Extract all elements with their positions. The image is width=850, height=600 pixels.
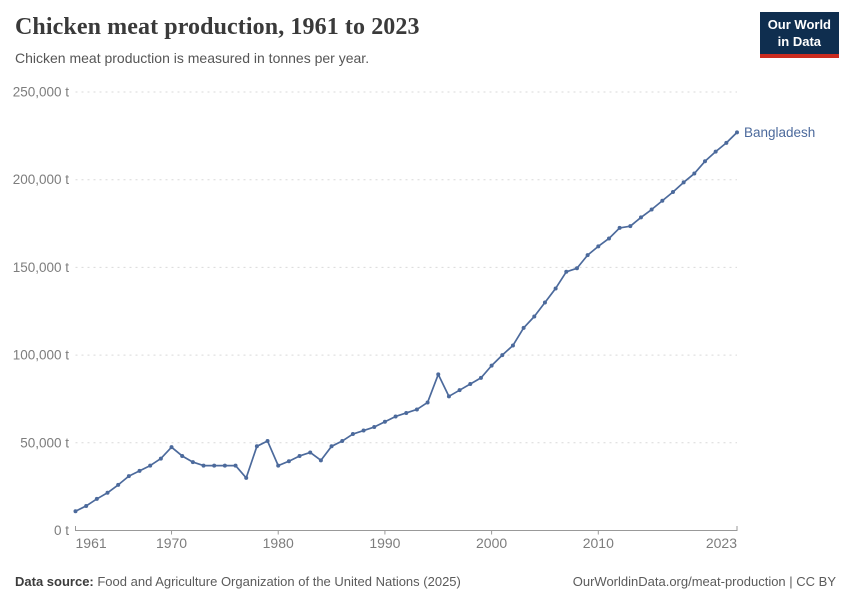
owid-logo-line1: Our World: [767, 17, 831, 32]
data-point[interactable]: [478, 375, 483, 380]
data-point[interactable]: [372, 425, 377, 430]
data-point[interactable]: [137, 468, 142, 473]
data-point[interactable]: [521, 325, 526, 330]
data-point[interactable]: [489, 363, 494, 368]
data-point[interactable]: [254, 444, 259, 449]
data-point[interactable]: [532, 314, 537, 319]
y-tick-label: 200,000 t: [13, 172, 70, 187]
y-tick-label: 0 t: [54, 523, 69, 538]
data-point[interactable]: [329, 444, 334, 449]
x-tick-label: 1980: [263, 535, 294, 551]
y-gridlines: [75, 91, 737, 444]
data-point[interactable]: [500, 353, 505, 358]
data-point[interactable]: [585, 253, 590, 258]
series-line-bangladesh[interactable]: [74, 131, 738, 513]
x-axis-line: [75, 526, 738, 531]
data-point[interactable]: [446, 394, 451, 399]
data-point[interactable]: [628, 224, 633, 229]
x-tick-label: 2023: [706, 535, 737, 551]
x-tick-label: 1970: [156, 535, 187, 551]
data-point[interactable]: [542, 300, 547, 305]
data-point[interactable]: [105, 490, 110, 495]
data-point[interactable]: [94, 496, 99, 501]
data-point[interactable]: [126, 474, 131, 479]
data-point[interactable]: [286, 459, 291, 464]
data-point[interactable]: [212, 463, 217, 468]
data-point[interactable]: [564, 269, 569, 274]
data-point[interactable]: [617, 225, 622, 230]
owid-logo-line2: in Data: [777, 33, 822, 49]
data-point[interactable]: [116, 482, 121, 487]
data-point[interactable]: [350, 432, 355, 437]
x-axis-labels: 1961 1970 1980 1990 2000 2010 2023: [76, 535, 738, 551]
y-tick-label: 100,000 t: [13, 348, 70, 363]
y-tick-label: 150,000 t: [13, 260, 70, 275]
data-point[interactable]: [457, 388, 462, 393]
data-point[interactable]: [308, 450, 313, 455]
data-point[interactable]: [180, 453, 185, 458]
data-point[interactable]: [318, 458, 323, 463]
x-tick-label: 2000: [476, 535, 507, 551]
data-point[interactable]: [468, 382, 473, 387]
data-point[interactable]: [638, 215, 643, 220]
data-point[interactable]: [201, 463, 206, 468]
data-point[interactable]: [553, 286, 558, 291]
data-point[interactable]: [297, 453, 302, 458]
data-point[interactable]: [414, 407, 419, 412]
data-point[interactable]: [649, 207, 654, 212]
data-point[interactable]: [692, 171, 697, 176]
data-point[interactable]: [265, 439, 270, 444]
data-point[interactable]: [735, 130, 739, 135]
data-point[interactable]: [382, 419, 387, 424]
chart-title: Chicken meat production, 1961 to 2023: [15, 14, 420, 40]
data-point[interactable]: [425, 400, 430, 405]
x-tick-label: 1961: [76, 535, 107, 551]
data-point[interactable]: [670, 189, 675, 194]
data-point[interactable]: [340, 439, 345, 444]
chart-footer: Data source: Food and Agriculture Organi…: [15, 574, 836, 589]
data-point[interactable]: [276, 463, 281, 468]
y-tick-label: 250,000 t: [13, 85, 70, 100]
x-axis: [75, 526, 738, 535]
data-point[interactable]: [244, 475, 249, 480]
data-point[interactable]: [724, 140, 729, 145]
data-point[interactable]: [404, 410, 409, 415]
data-point[interactable]: [158, 456, 163, 461]
data-point[interactable]: [393, 414, 398, 419]
data-point[interactable]: [233, 463, 238, 468]
data-source-text: Food and Agriculture Organization of the…: [93, 574, 461, 589]
data-point[interactable]: [510, 343, 515, 348]
data-point[interactable]: [169, 445, 174, 450]
data-point[interactable]: [606, 236, 611, 241]
data-point[interactable]: [574, 266, 579, 271]
x-tick-label: 1990: [369, 535, 400, 551]
y-axis-labels: 0 t 50,000 t 100,000 t 150,000 t 200,000 t 25…: [13, 85, 70, 539]
data-points: [73, 130, 739, 514]
data-point[interactable]: [713, 149, 718, 154]
chart-header: Chicken meat production, 1961 to 2023 Ch…: [15, 14, 750, 66]
x-tick-label: 2010: [583, 535, 614, 551]
data-point[interactable]: [596, 244, 601, 249]
data-source-label: Data source:: [15, 574, 94, 589]
footer-link[interactable]: OurWorldinData.org/meat-production | CC …: [572, 574, 836, 589]
data-point[interactable]: [190, 460, 195, 465]
data-source-note: Data source: Food and Agriculture Organi…: [15, 574, 461, 589]
chart-subtitle: Chicken meat production is measured in t…: [15, 50, 370, 66]
data-point[interactable]: [222, 463, 227, 468]
data-point[interactable]: [702, 159, 707, 164]
data-point[interactable]: [660, 198, 665, 203]
data-point[interactable]: [84, 503, 89, 508]
series-end-label-bangladesh[interactable]: Bangladesh: [744, 125, 815, 140]
data-point[interactable]: [148, 463, 153, 468]
data-point[interactable]: [361, 428, 366, 433]
owid-logo[interactable]: Our World in Data: [759, 12, 839, 59]
data-point[interactable]: [73, 509, 78, 514]
y-tick-label: 50,000 t: [20, 435, 69, 450]
data-point[interactable]: [436, 372, 441, 377]
data-point[interactable]: [681, 180, 686, 185]
